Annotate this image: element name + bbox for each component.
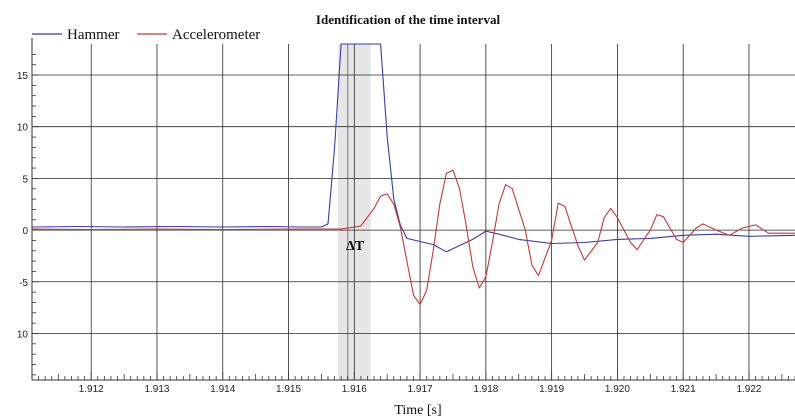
series-line-hammer: [32, 43, 795, 253]
x-tick-label: 1.915: [276, 384, 301, 395]
series-line-accelerometer: [32, 169, 795, 306]
legend-label-hammer: Hammer: [67, 27, 119, 43]
y-tick-label: 15: [17, 71, 29, 82]
x-tick-labels: 1.912 1.913 1.914 1.915 1.916 1.917 1.918 1.919…: [79, 384, 762, 395]
x-tick-label: 1.922: [736, 384, 761, 395]
x-tick-label: 1.914: [210, 384, 235, 395]
x-tick-label: 1.920: [605, 384, 630, 395]
x-axis-label: Time [s]: [394, 403, 441, 418]
y-tick-label: 0: [22, 226, 28, 237]
x-tick-label: 1.918: [473, 384, 498, 395]
x-tick-label: 1.917: [408, 384, 433, 395]
delta-t-label: ΔT: [346, 239, 365, 254]
chart-title: Identification of the time interval: [316, 12, 501, 27]
x-tick-label: 1.912: [79, 384, 104, 395]
x-tick-label: 1.919: [539, 384, 564, 395]
y-tick-label: 10: [17, 329, 29, 340]
x-tick-label: 1.921: [671, 384, 696, 395]
grid: [32, 44, 795, 380]
y-tick-label: -5: [19, 278, 28, 289]
legend-label-accelerometer: Accelerometer: [172, 27, 260, 43]
x-tick-label: 1.913: [144, 384, 169, 395]
y-tick-labels: 15 10 5 0 -5 10: [17, 71, 29, 340]
x-tick-label: 1.916: [342, 384, 367, 395]
y-tick-label: 10: [17, 123, 29, 134]
legend: Hammer Accelerometer: [32, 27, 260, 43]
axes: [31, 38, 795, 381]
y-tick-label: 5: [22, 174, 28, 185]
series-layer: [32, 43, 795, 306]
